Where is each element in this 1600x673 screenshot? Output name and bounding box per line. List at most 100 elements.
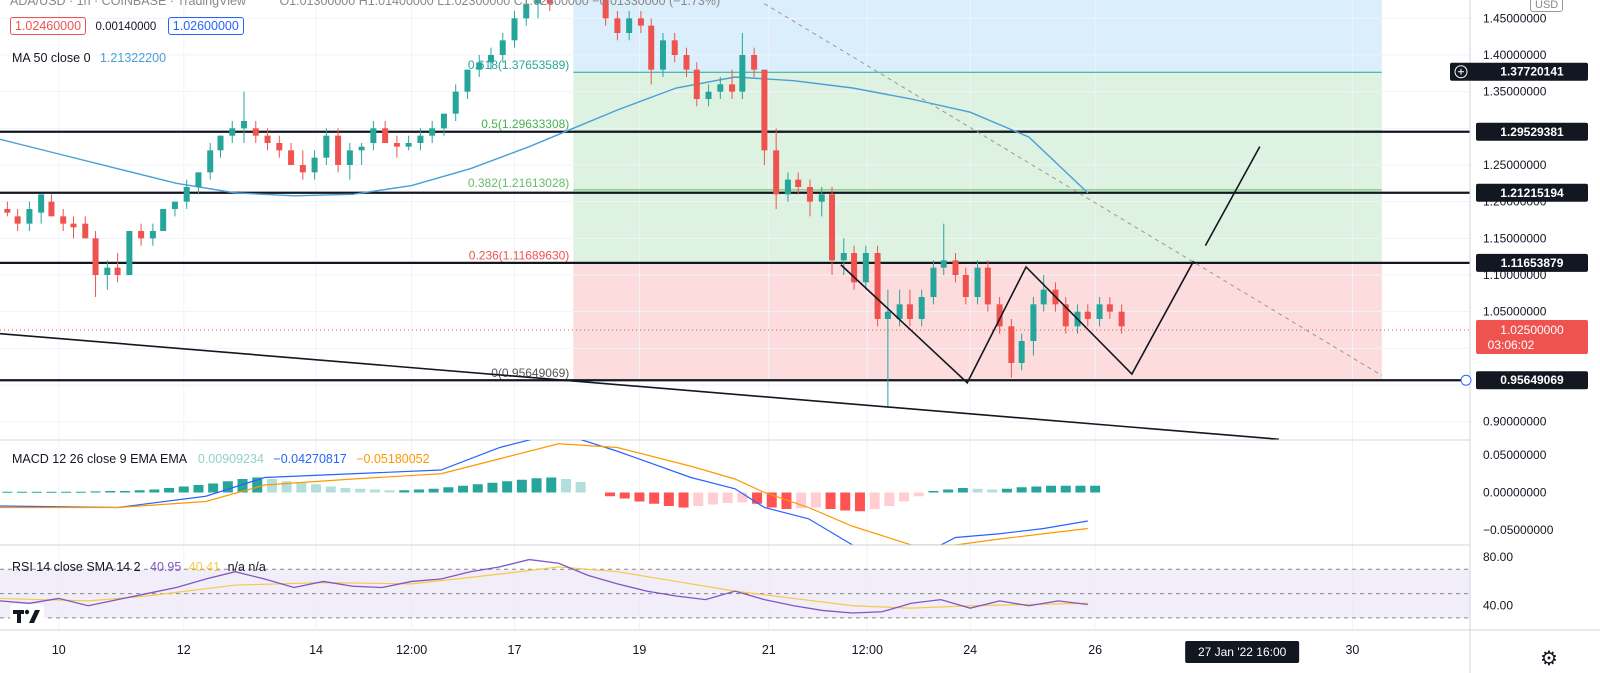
macd-hist-bar: [46, 491, 57, 493]
settings-gear-icon[interactable]: ⚙: [1540, 648, 1558, 670]
macd-hist-bar: [369, 489, 380, 493]
rsi-pane: [0, 544, 1470, 619]
price-tick-label: 1.45000000: [1483, 11, 1547, 25]
rsi-line: [0, 558, 1088, 614]
macd-hist-bar: [913, 492, 924, 497]
candle-body: [659, 40, 666, 70]
price-tick-label: 1.35000000: [1483, 85, 1547, 99]
macd-hist-bar: [237, 479, 248, 493]
quote-row: 1.02460000 0.00140000 1.02600000: [10, 17, 250, 35]
macd-legend-hist: 0.00909234: [197, 452, 264, 466]
candle-body: [104, 267, 111, 275]
candle-body: [60, 216, 67, 224]
time-tick-label: 12:00: [396, 643, 427, 657]
candle-body: [264, 135, 271, 143]
candle-body: [1106, 304, 1113, 312]
macd-tick-label: 0.05000000: [1483, 448, 1547, 462]
fib-label: 0.382(1.21613028): [468, 176, 569, 190]
candle-body: [952, 260, 959, 275]
macd-hist-bar: [693, 492, 704, 506]
macd-legend-label: MACD 12 26 close 9 EMA EMA: [12, 452, 187, 466]
macd-legend[interactable]: MACD 12 26 close 9 EMA EMA 0.00909234 −0…: [12, 452, 430, 466]
macd-hist-bar: [840, 492, 851, 511]
candle-body: [1018, 341, 1025, 363]
tradingview-logo[interactable]: [10, 604, 44, 628]
price-tick-label: 1.40000000: [1483, 48, 1547, 62]
macd-hist-bar: [516, 479, 527, 493]
candle-body: [795, 179, 802, 187]
candle-body: [92, 238, 99, 275]
candle-body: [276, 143, 283, 151]
price-tick-label: 0.90000000: [1483, 415, 1547, 429]
level-label-box: [1476, 253, 1588, 272]
macd-hist-bar: [296, 482, 307, 493]
macd-hist-bar: [399, 490, 410, 493]
time-tick-label: 17: [508, 643, 522, 657]
candle-body: [346, 150, 353, 165]
macd-hist-bar: [810, 492, 821, 508]
time-tick-label: 26: [1088, 643, 1102, 657]
macd-hist-bar: [1046, 485, 1057, 493]
price-tick-label: 1.05000000: [1483, 305, 1547, 319]
macd-hist-bar: [1031, 486, 1042, 493]
ma-legend[interactable]: MA 50 close 0 1.21322200: [12, 51, 166, 65]
candle-body: [784, 179, 791, 195]
candle-body: [229, 128, 236, 136]
time-tick-label: 19: [632, 643, 646, 657]
drawings: [0, 3, 1383, 441]
macd-hist-bar: [119, 491, 130, 493]
candle-body: [535, 0, 542, 4]
macd-hist-bar: [928, 491, 939, 493]
rsi-legend-label: RSI 14 close SMA 14 2: [12, 560, 141, 574]
macd-hist-bar: [957, 488, 968, 493]
rsi-tick-label: 80.00: [1483, 550, 1513, 564]
macd-hist-bar: [1090, 485, 1101, 493]
level-label-box: [1476, 183, 1588, 202]
time-tick-label: 30: [1345, 643, 1359, 657]
candle-body: [149, 231, 156, 239]
cursor-plus-icon: [1454, 65, 1468, 79]
macd-legend-macd: −0.04270817: [273, 452, 347, 466]
ohlc-partial: O1.01300000 H1.01400000 L1.02300000 C1.0…: [279, 0, 721, 8]
candle-body: [773, 150, 780, 195]
candle-body: [252, 128, 259, 136]
macd-hist-bar: [164, 488, 175, 493]
ask-button[interactable]: 1.02600000: [167, 17, 244, 35]
candle-body: [940, 260, 947, 268]
last-price-label: 1.02500000: [1500, 323, 1564, 337]
currency-badge[interactable]: USD: [1530, 0, 1564, 12]
macd-hist-bar: [134, 490, 145, 493]
macd-hist-bar: [193, 485, 204, 493]
macd-hist-bar: [560, 479, 571, 493]
rsi-legend[interactable]: RSI 14 close SMA 14 2 40.95 40.41 n/a n/…: [12, 560, 266, 574]
macd-hist-bar: [252, 477, 263, 493]
candle-body: [705, 91, 712, 99]
candle-body: [160, 209, 167, 231]
ma-legend-label: MA 50 close 0: [12, 51, 91, 65]
candle-body: [829, 194, 836, 261]
tradingview-logo-icon: [13, 609, 40, 623]
candle-body: [896, 304, 903, 319]
cursor-level-label: 1.37720141: [1500, 65, 1564, 79]
macd-hist-bar: [605, 492, 616, 497]
macd-hist-bar: [178, 486, 189, 493]
candle-body: [693, 69, 700, 99]
level-label-box: [1476, 122, 1588, 141]
fib-label: 0.618(1.37653589): [468, 58, 569, 72]
macd-hist-bar: [869, 492, 880, 509]
macd-hist-bar: [311, 484, 322, 493]
macd-hist-bar: [531, 478, 542, 493]
candle-body: [171, 201, 178, 209]
time-tick-label: 12: [177, 643, 191, 657]
candle-body: [511, 18, 518, 41]
macd-hist-bar: [208, 483, 219, 493]
candle-body: [114, 267, 121, 275]
bid-button[interactable]: 1.02460000: [10, 17, 87, 35]
axis-labels: 1.450000001.400000001.350000001.30000000…: [52, 11, 1588, 663]
cursor-label-box: [1450, 62, 1588, 81]
candle-body: [761, 69, 768, 151]
candle-body: [417, 135, 424, 143]
fib-zone-top: [573, 0, 1382, 73]
macd-hist-bar: [17, 491, 28, 493]
level-label: 1.29529381: [1500, 125, 1564, 139]
